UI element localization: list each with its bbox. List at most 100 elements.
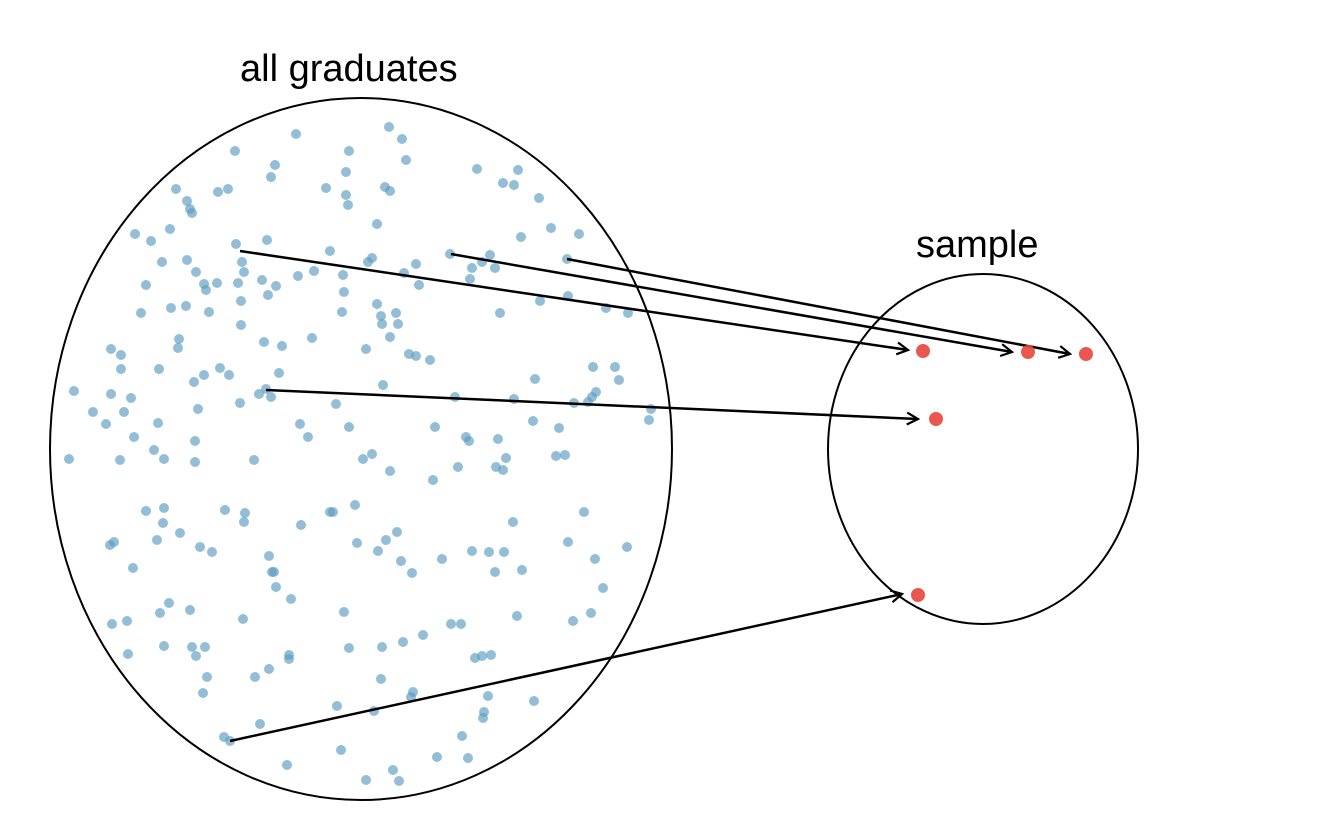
population-dot: [231, 239, 241, 249]
population-dot: [464, 436, 474, 446]
population-dot: [153, 418, 163, 428]
population-dot: [271, 582, 281, 592]
population-dot: [165, 224, 175, 234]
population-dot: [224, 370, 234, 380]
population-dot: [425, 355, 435, 365]
population-dot: [187, 208, 197, 218]
population-dot: [341, 190, 351, 200]
population-dot: [149, 445, 159, 455]
population-dot: [372, 299, 382, 309]
population-dot: [586, 608, 596, 618]
population-dot: [240, 508, 250, 518]
population-dot: [610, 362, 620, 372]
population-dot: [130, 229, 140, 239]
population-dot: [215, 363, 225, 373]
population-dot: [264, 551, 274, 561]
population-dot: [467, 263, 477, 273]
population-dot: [414, 280, 424, 290]
sampling-arrows: [229, 249, 1070, 743]
population-dot: [249, 455, 259, 465]
population-dot: [339, 287, 349, 297]
population-dot: [182, 255, 192, 265]
population-dot: [263, 290, 273, 300]
population-dot: [128, 563, 138, 573]
population-dot: [377, 642, 387, 652]
population-dot: [106, 389, 116, 399]
population-dot: [495, 308, 505, 318]
population-dot: [136, 308, 146, 318]
population-dot: [236, 320, 246, 330]
population-dot: [116, 350, 126, 360]
population-dot: [255, 719, 265, 729]
population-dot: [483, 691, 493, 701]
population-dot: [158, 518, 168, 528]
population-dot: [338, 270, 348, 280]
population-dot: [401, 155, 411, 165]
population-dot: [554, 423, 564, 433]
sample-circle: [827, 273, 1139, 625]
population-dot: [477, 651, 487, 661]
population-dot: [343, 200, 353, 210]
population-dot: [126, 393, 136, 403]
population-dot: [233, 278, 243, 288]
population-dot: [116, 364, 126, 374]
population-dot: [122, 616, 132, 626]
population-dot: [220, 505, 230, 515]
population-dot: [428, 475, 438, 485]
population-dot: [358, 454, 368, 464]
population-dot: [490, 263, 500, 273]
population-dot: [407, 568, 417, 578]
population-dot: [166, 303, 176, 313]
sampling-arrow: [450, 252, 1012, 352]
sampling-arrow: [265, 388, 918, 419]
population-dot: [123, 649, 133, 659]
population-dot: [293, 271, 303, 281]
sample-dot: [929, 412, 943, 426]
population-dot: [239, 517, 249, 527]
population-dot: [325, 246, 335, 256]
population-dot: [385, 332, 395, 342]
population-dot: [198, 688, 208, 698]
sample-dot: [1021, 345, 1035, 359]
population-dot: [175, 528, 185, 538]
population-dot: [303, 432, 313, 442]
population-dot: [385, 186, 395, 196]
population-dot: [367, 449, 377, 459]
population-dot: [339, 607, 349, 617]
population-dot: [296, 520, 306, 530]
population-dot: [499, 547, 509, 557]
population-dot: [644, 415, 654, 425]
population-dot: [528, 416, 538, 426]
population-dot: [262, 235, 272, 245]
population-dot: [535, 296, 545, 306]
population-dot: [563, 537, 573, 547]
population-dot: [146, 236, 156, 246]
population-dot: [465, 274, 475, 284]
population-dot: [332, 701, 342, 711]
population-dot: [622, 542, 632, 552]
population-dot: [64, 454, 74, 464]
population-dot: [204, 307, 214, 317]
population-dot: [376, 674, 386, 684]
population-dot: [551, 451, 561, 461]
population-dot: [152, 535, 162, 545]
population-dot: [277, 341, 287, 351]
population-dot: [321, 183, 331, 193]
population-dot: [257, 275, 267, 285]
population-dot: [411, 351, 421, 361]
population-dot: [164, 598, 174, 608]
population-dot: [352, 538, 362, 548]
population-dot: [259, 337, 269, 347]
population-dot: [88, 407, 98, 417]
population-dot: [174, 334, 184, 344]
population-dot: [223, 184, 233, 194]
population-dot: [485, 250, 495, 260]
population-label: all graduates: [240, 48, 458, 90]
population-dot: [282, 760, 292, 770]
population-dot: [509, 394, 519, 404]
sample-dot: [911, 588, 925, 602]
population-dot: [274, 368, 284, 378]
population-dot: [472, 164, 482, 174]
population-dot: [516, 232, 526, 242]
